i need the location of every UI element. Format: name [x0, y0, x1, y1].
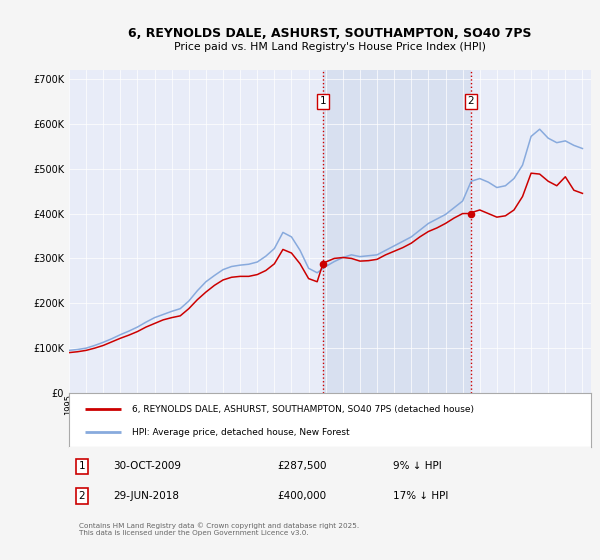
Point — [466, 209, 476, 218]
Text: 1: 1 — [319, 96, 326, 106]
Text: 2: 2 — [468, 96, 475, 106]
Text: 6, REYNOLDS DALE, ASHURST, SOUTHAMPTON, SO40 7PS (detached house): 6, REYNOLDS DALE, ASHURST, SOUTHAMPTON, … — [131, 405, 473, 414]
Text: 9% ↓ HPI: 9% ↓ HPI — [392, 461, 442, 472]
Text: Contains HM Land Registry data © Crown copyright and database right 2025.
This d: Contains HM Land Registry data © Crown c… — [79, 522, 359, 536]
Text: 30-OCT-2009: 30-OCT-2009 — [113, 461, 181, 472]
Text: Price paid vs. HM Land Registry's House Price Index (HPI): Price paid vs. HM Land Registry's House … — [174, 42, 486, 52]
Text: 29-JUN-2018: 29-JUN-2018 — [113, 491, 179, 501]
Text: 6, REYNOLDS DALE, ASHURST, SOUTHAMPTON, SO40 7PS: 6, REYNOLDS DALE, ASHURST, SOUTHAMPTON, … — [128, 27, 532, 40]
Bar — [323, 70, 471, 393]
Text: HPI: Average price, detached house, New Forest: HPI: Average price, detached house, New … — [131, 428, 349, 437]
Text: £400,000: £400,000 — [278, 491, 327, 501]
Text: 2: 2 — [79, 491, 85, 501]
Text: 17% ↓ HPI: 17% ↓ HPI — [392, 491, 448, 501]
Text: 1: 1 — [79, 461, 85, 472]
Point — [318, 259, 328, 268]
Text: £287,500: £287,500 — [278, 461, 328, 472]
